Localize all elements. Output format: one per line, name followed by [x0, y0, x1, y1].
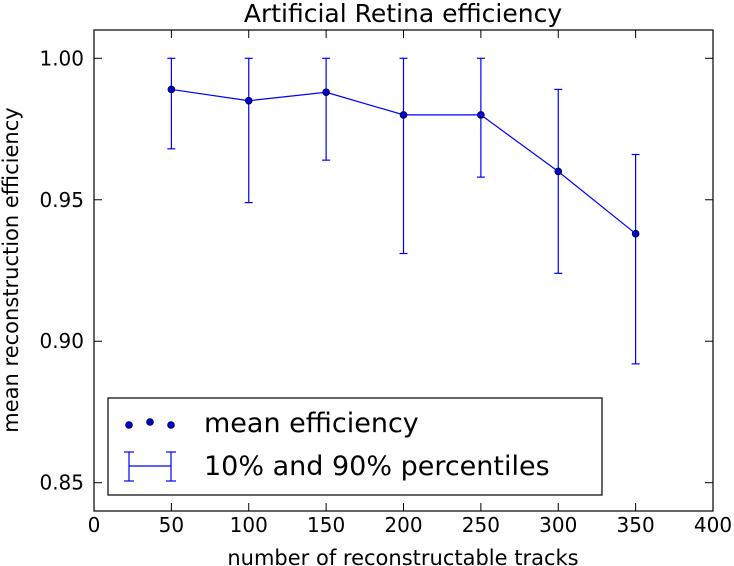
data-point	[399, 111, 408, 119]
legend-label-mean-efficiency: mean efficiency	[204, 408, 419, 439]
plot-frame	[93, 29, 714, 512]
legend-label-percentiles: 10% and 90% percentiles	[204, 451, 550, 482]
x-tick-label: 100	[230, 513, 268, 537]
x-tick-label: 350	[617, 513, 655, 537]
chart-title: Artificial Retina efficiency	[244, 0, 562, 28]
y-axis-label: mean reconstruction efficiency	[0, 107, 23, 432]
legend: mean efficiency 10% and 90% percentiles	[107, 397, 603, 496]
y-tick-label: 0.85	[39, 471, 84, 495]
data-point	[554, 167, 563, 176]
x-tick-label: 200	[384, 513, 422, 537]
x-tick-label: 250	[462, 513, 500, 537]
data-points	[167, 85, 640, 238]
data-point	[167, 85, 176, 94]
y-tick-label: 0.95	[39, 188, 84, 212]
y-axis-ticks: 0.85 0.90 0.95 1.00	[39, 46, 713, 495]
legend-box	[107, 397, 603, 496]
x-tick-label: 50	[159, 513, 184, 537]
x-axis-ticks: 0 50 100 150 200 250 300 350 400	[88, 30, 732, 537]
y-tick-label: 1.00	[39, 46, 84, 70]
x-tick-label: 400	[694, 513, 732, 537]
data-point	[244, 96, 253, 105]
x-tick-label: 0	[88, 513, 101, 537]
data-point	[631, 229, 640, 238]
data-point	[322, 88, 330, 97]
legend-errorbar-icon	[124, 451, 176, 482]
legend-marker-mean-efficiency-icon	[125, 418, 175, 429]
x-tick-label: 150	[307, 513, 345, 537]
data-point	[477, 111, 485, 119]
x-axis-label: number of reconstructable tracks	[227, 546, 578, 566]
x-tick-label: 300	[539, 513, 577, 537]
y-tick-label: 0.90	[39, 329, 84, 353]
